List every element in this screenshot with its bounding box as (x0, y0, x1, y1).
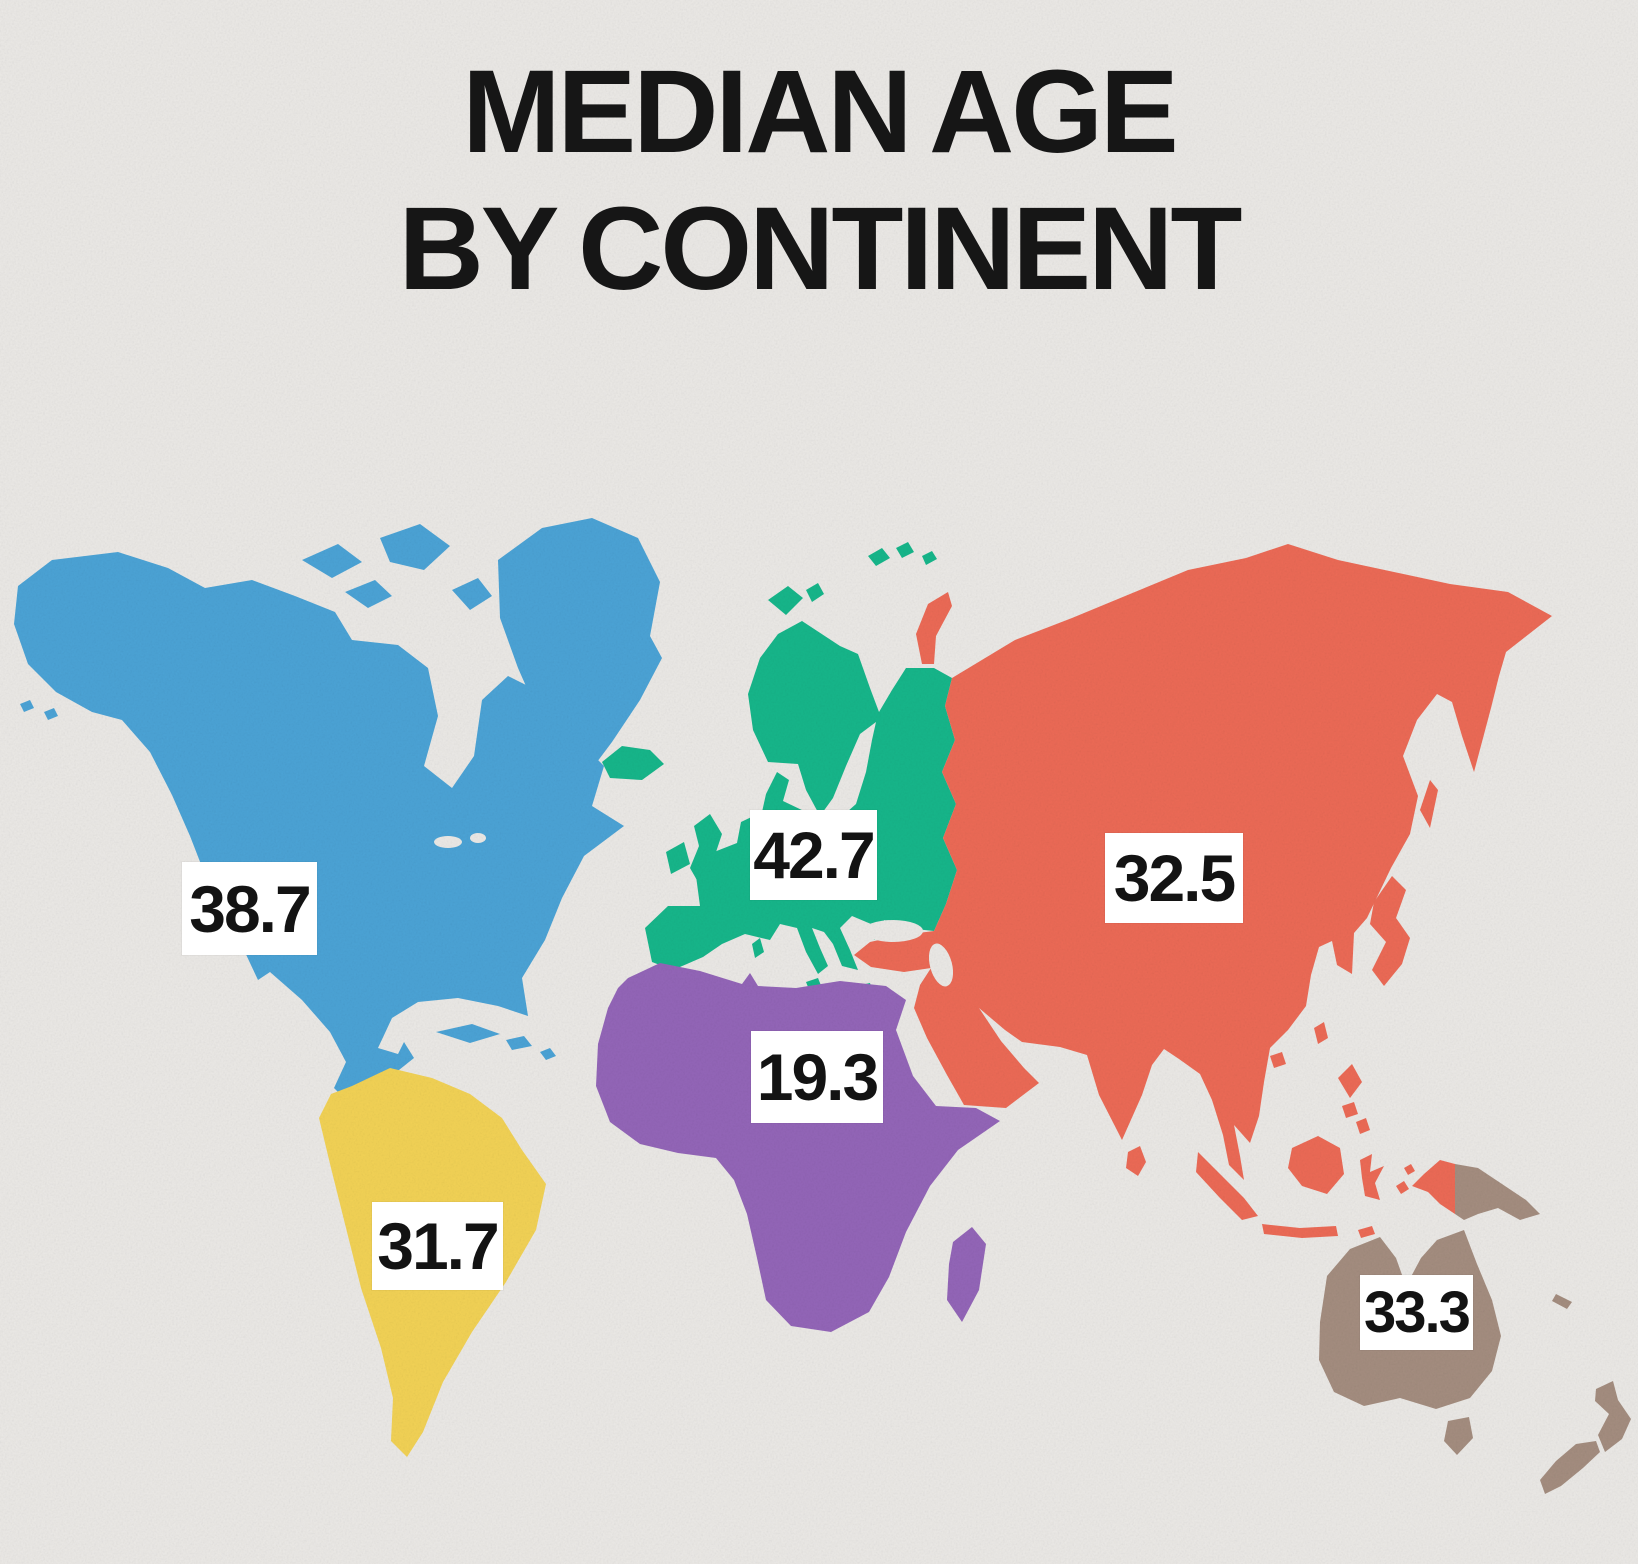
page-title: MEDIAN AGE BY CONTINENT (0, 44, 1638, 318)
median-age-label-asia: 32.5 (1105, 833, 1243, 923)
median-age-label-south-america: 31.7 (372, 1202, 503, 1290)
median-age-label-africa: 19.3 (751, 1031, 883, 1123)
page-title-line1: MEDIAN AGE (462, 46, 1179, 178)
page-title-line2: BY CONTINENT (398, 182, 1243, 315)
median-age-label-oceania: 33.3 (1360, 1275, 1473, 1350)
median-age-label-europe: 42.7 (750, 810, 877, 900)
median-age-label-north-america: 38.7 (182, 862, 317, 955)
